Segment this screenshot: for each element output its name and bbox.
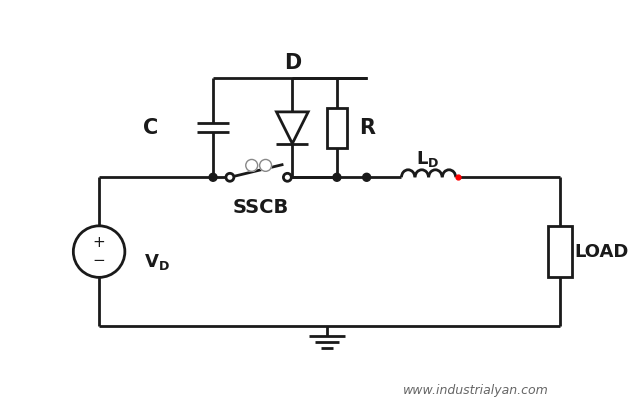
Text: +: + <box>93 235 106 250</box>
Text: $\mathbf{V_D}$: $\mathbf{V_D}$ <box>144 251 169 271</box>
Text: $\mathbf{L_D}$: $\mathbf{L_D}$ <box>417 149 440 169</box>
Text: −: − <box>93 253 106 268</box>
Polygon shape <box>276 112 308 143</box>
Circle shape <box>246 159 258 171</box>
Circle shape <box>209 173 217 181</box>
Circle shape <box>363 173 370 181</box>
Circle shape <box>73 226 125 277</box>
Bar <box>327 108 347 148</box>
Bar <box>548 226 572 277</box>
Text: C: C <box>143 118 158 138</box>
Text: D: D <box>284 53 301 73</box>
Circle shape <box>260 159 272 171</box>
Circle shape <box>283 173 292 181</box>
Text: SSCB: SSCB <box>233 198 288 216</box>
Text: LOAD: LOAD <box>575 243 629 261</box>
Text: R: R <box>359 118 374 138</box>
Text: www.industrialyan.com: www.industrialyan.com <box>403 384 549 397</box>
Circle shape <box>333 173 341 181</box>
Circle shape <box>226 173 234 181</box>
